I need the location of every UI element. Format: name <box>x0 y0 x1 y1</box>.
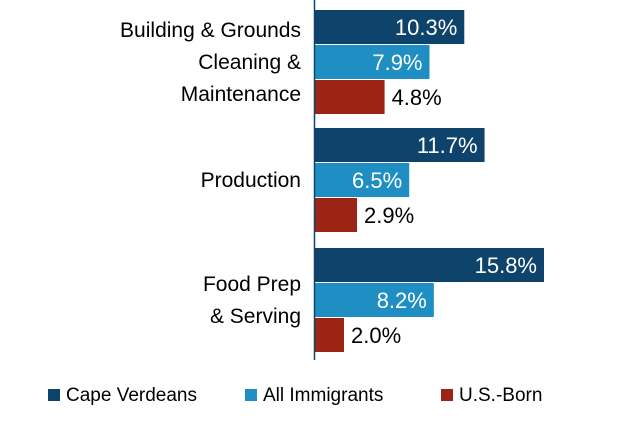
data-label-cape-verdeans-0: 10.3% <box>395 15 457 40</box>
bars-layer: 10.3% 7.9% 4.8% 11.7% 6.5% 2.9% 15.8% 8.2% 2.0% <box>315 10 544 352</box>
bar-cape-verdeans-1 <box>315 128 485 162</box>
data-label-u-s-born-2: 2.0% <box>351 323 401 348</box>
category-label-1-line-0: Production <box>201 169 301 192</box>
data-label-all-immigrants-2: 8.2% <box>377 288 427 313</box>
data-label-all-immigrants-1: 6.5% <box>352 168 402 193</box>
bar-all-immigrants-2 <box>315 283 434 317</box>
category-label-0-line-2: Maintenance <box>181 83 301 106</box>
bar-all-immigrants-0 <box>315 45 430 79</box>
data-label-all-immigrants-0: 7.9% <box>372 50 422 75</box>
bar-cape-verdeans-0 <box>315 10 465 44</box>
category-label-0-line-0: Building & Grounds <box>120 19 301 42</box>
data-label-u-s-born-0: 4.8% <box>392 85 442 110</box>
legend-swatch-all-immigrants <box>245 389 257 401</box>
bar-cape-verdeans-2 <box>315 248 544 282</box>
data-label-cape-verdeans-2: 15.8% <box>475 253 537 278</box>
data-label-cape-verdeans-1: 11.7% <box>417 133 478 158</box>
category-label-0-line-1: Cleaning & <box>198 51 301 74</box>
data-label-u-s-born-1: 2.9% <box>364 203 414 228</box>
bar-u-s-born-2 <box>315 318 344 352</box>
legend-label-cape-verdeans: Cape Verdeans <box>66 385 197 406</box>
bar-u-s-born-0 <box>315 80 385 114</box>
bar-all-immigrants-1 <box>315 163 410 197</box>
category-label-2-line-0: Food Prep <box>203 273 301 296</box>
legend-label-u-s-born: U.S.-Born <box>459 385 542 406</box>
category-labels: Building & Grounds Cleaning & Maintenance P… <box>120 19 301 328</box>
category-label-2-line-1: & Serving <box>210 305 301 328</box>
legend: Cape Verdeans All Immigrants U.S.-Born <box>48 385 542 406</box>
legend-swatch-u-s-born <box>441 389 453 401</box>
legend-label-all-immigrants: All Immigrants <box>263 385 383 406</box>
legend-swatch-cape-verdeans <box>48 389 60 401</box>
bar-u-s-born-1 <box>315 198 358 232</box>
